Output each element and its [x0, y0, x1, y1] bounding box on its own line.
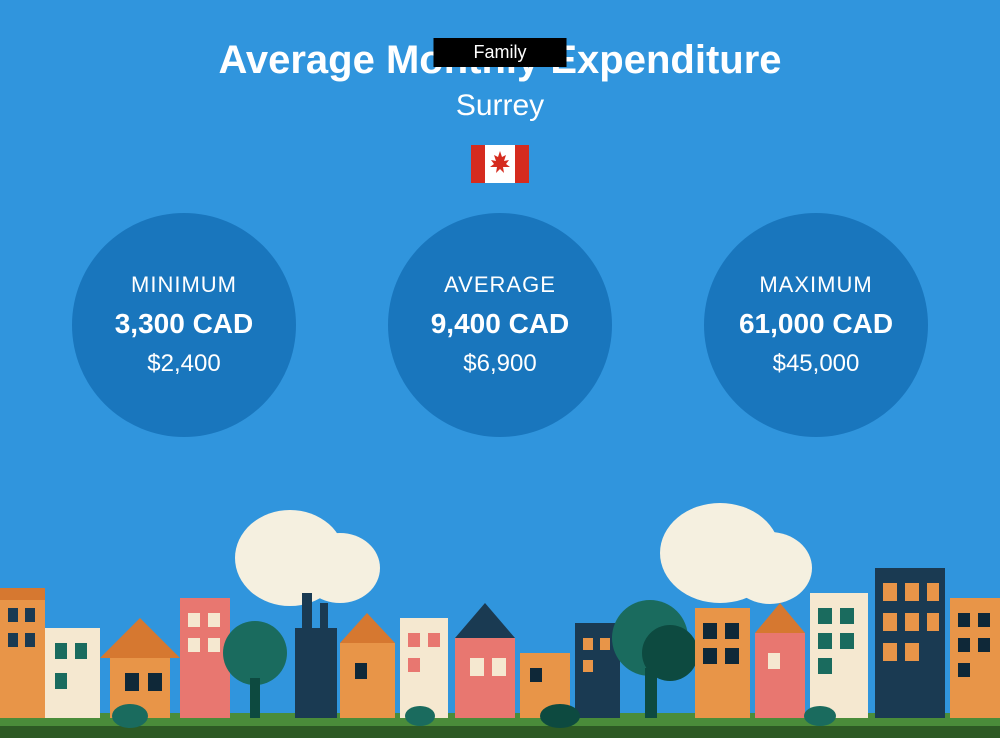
stat-usd: $6,900 — [463, 350, 536, 378]
city-name: Surrey — [0, 89, 1000, 123]
canada-flag-icon — [471, 145, 529, 183]
stat-value: 9,400 CAD — [431, 308, 570, 340]
stat-circle-average: AVERAGE 9,400 CAD $6,900 — [388, 213, 612, 437]
stat-value: 3,300 CAD — [115, 308, 254, 340]
stat-label: MAXIMUM — [759, 272, 872, 298]
stat-usd: $2,400 — [147, 350, 220, 378]
category-badge: Family — [434, 38, 567, 67]
stat-circle-maximum: MAXIMUM 61,000 CAD $45,000 — [704, 213, 928, 437]
stat-value: 61,000 CAD — [739, 308, 893, 340]
stats-row: MINIMUM 3,300 CAD $2,400 AVERAGE 9,400 C… — [0, 213, 1000, 437]
stat-usd: $45,000 — [773, 350, 860, 378]
stat-circle-minimum: MINIMUM 3,300 CAD $2,400 — [72, 213, 296, 437]
cityscape-illustration — [0, 498, 1000, 738]
stat-label: MINIMUM — [131, 272, 237, 298]
stat-label: AVERAGE — [444, 272, 556, 298]
